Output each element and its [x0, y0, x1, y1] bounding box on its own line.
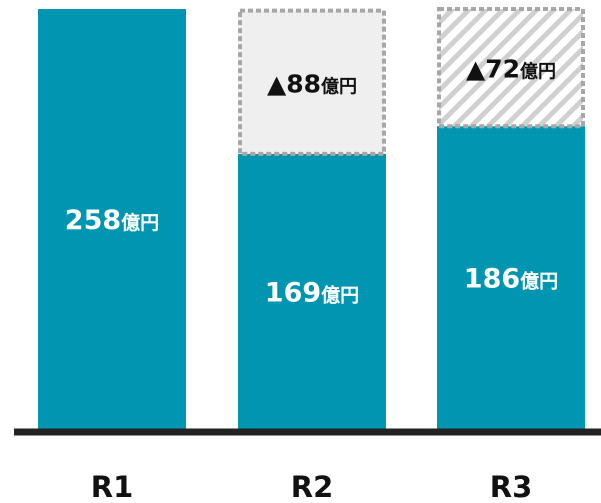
reduction-segment-r3 [437, 7, 585, 129]
reduction-label-r3: ▲72億円 [466, 55, 556, 84]
value-label-r2: 169億円 [265, 277, 359, 308]
reduction-segment-r2 [238, 8, 386, 156]
value-label-r3: 186億円 [464, 264, 558, 295]
bar-r2 [238, 153, 386, 432]
bars-layer [38, 7, 585, 433]
reduction-label-r2: ▲88億円 [267, 69, 357, 98]
labels-layer: 258億円 R1 ▲88億円 169億円 R2 ▲72億円 186億円 R3 [65, 55, 558, 503]
x-tick-label-r3: R3 [490, 470, 533, 503]
bar-r3 [437, 126, 585, 433]
x-tick-label-r2: R2 [291, 470, 334, 503]
x-tick-label-r1: R1 [91, 470, 134, 503]
value-label-r1: 258億円 [65, 205, 159, 236]
bar-r1 [38, 9, 186, 432]
